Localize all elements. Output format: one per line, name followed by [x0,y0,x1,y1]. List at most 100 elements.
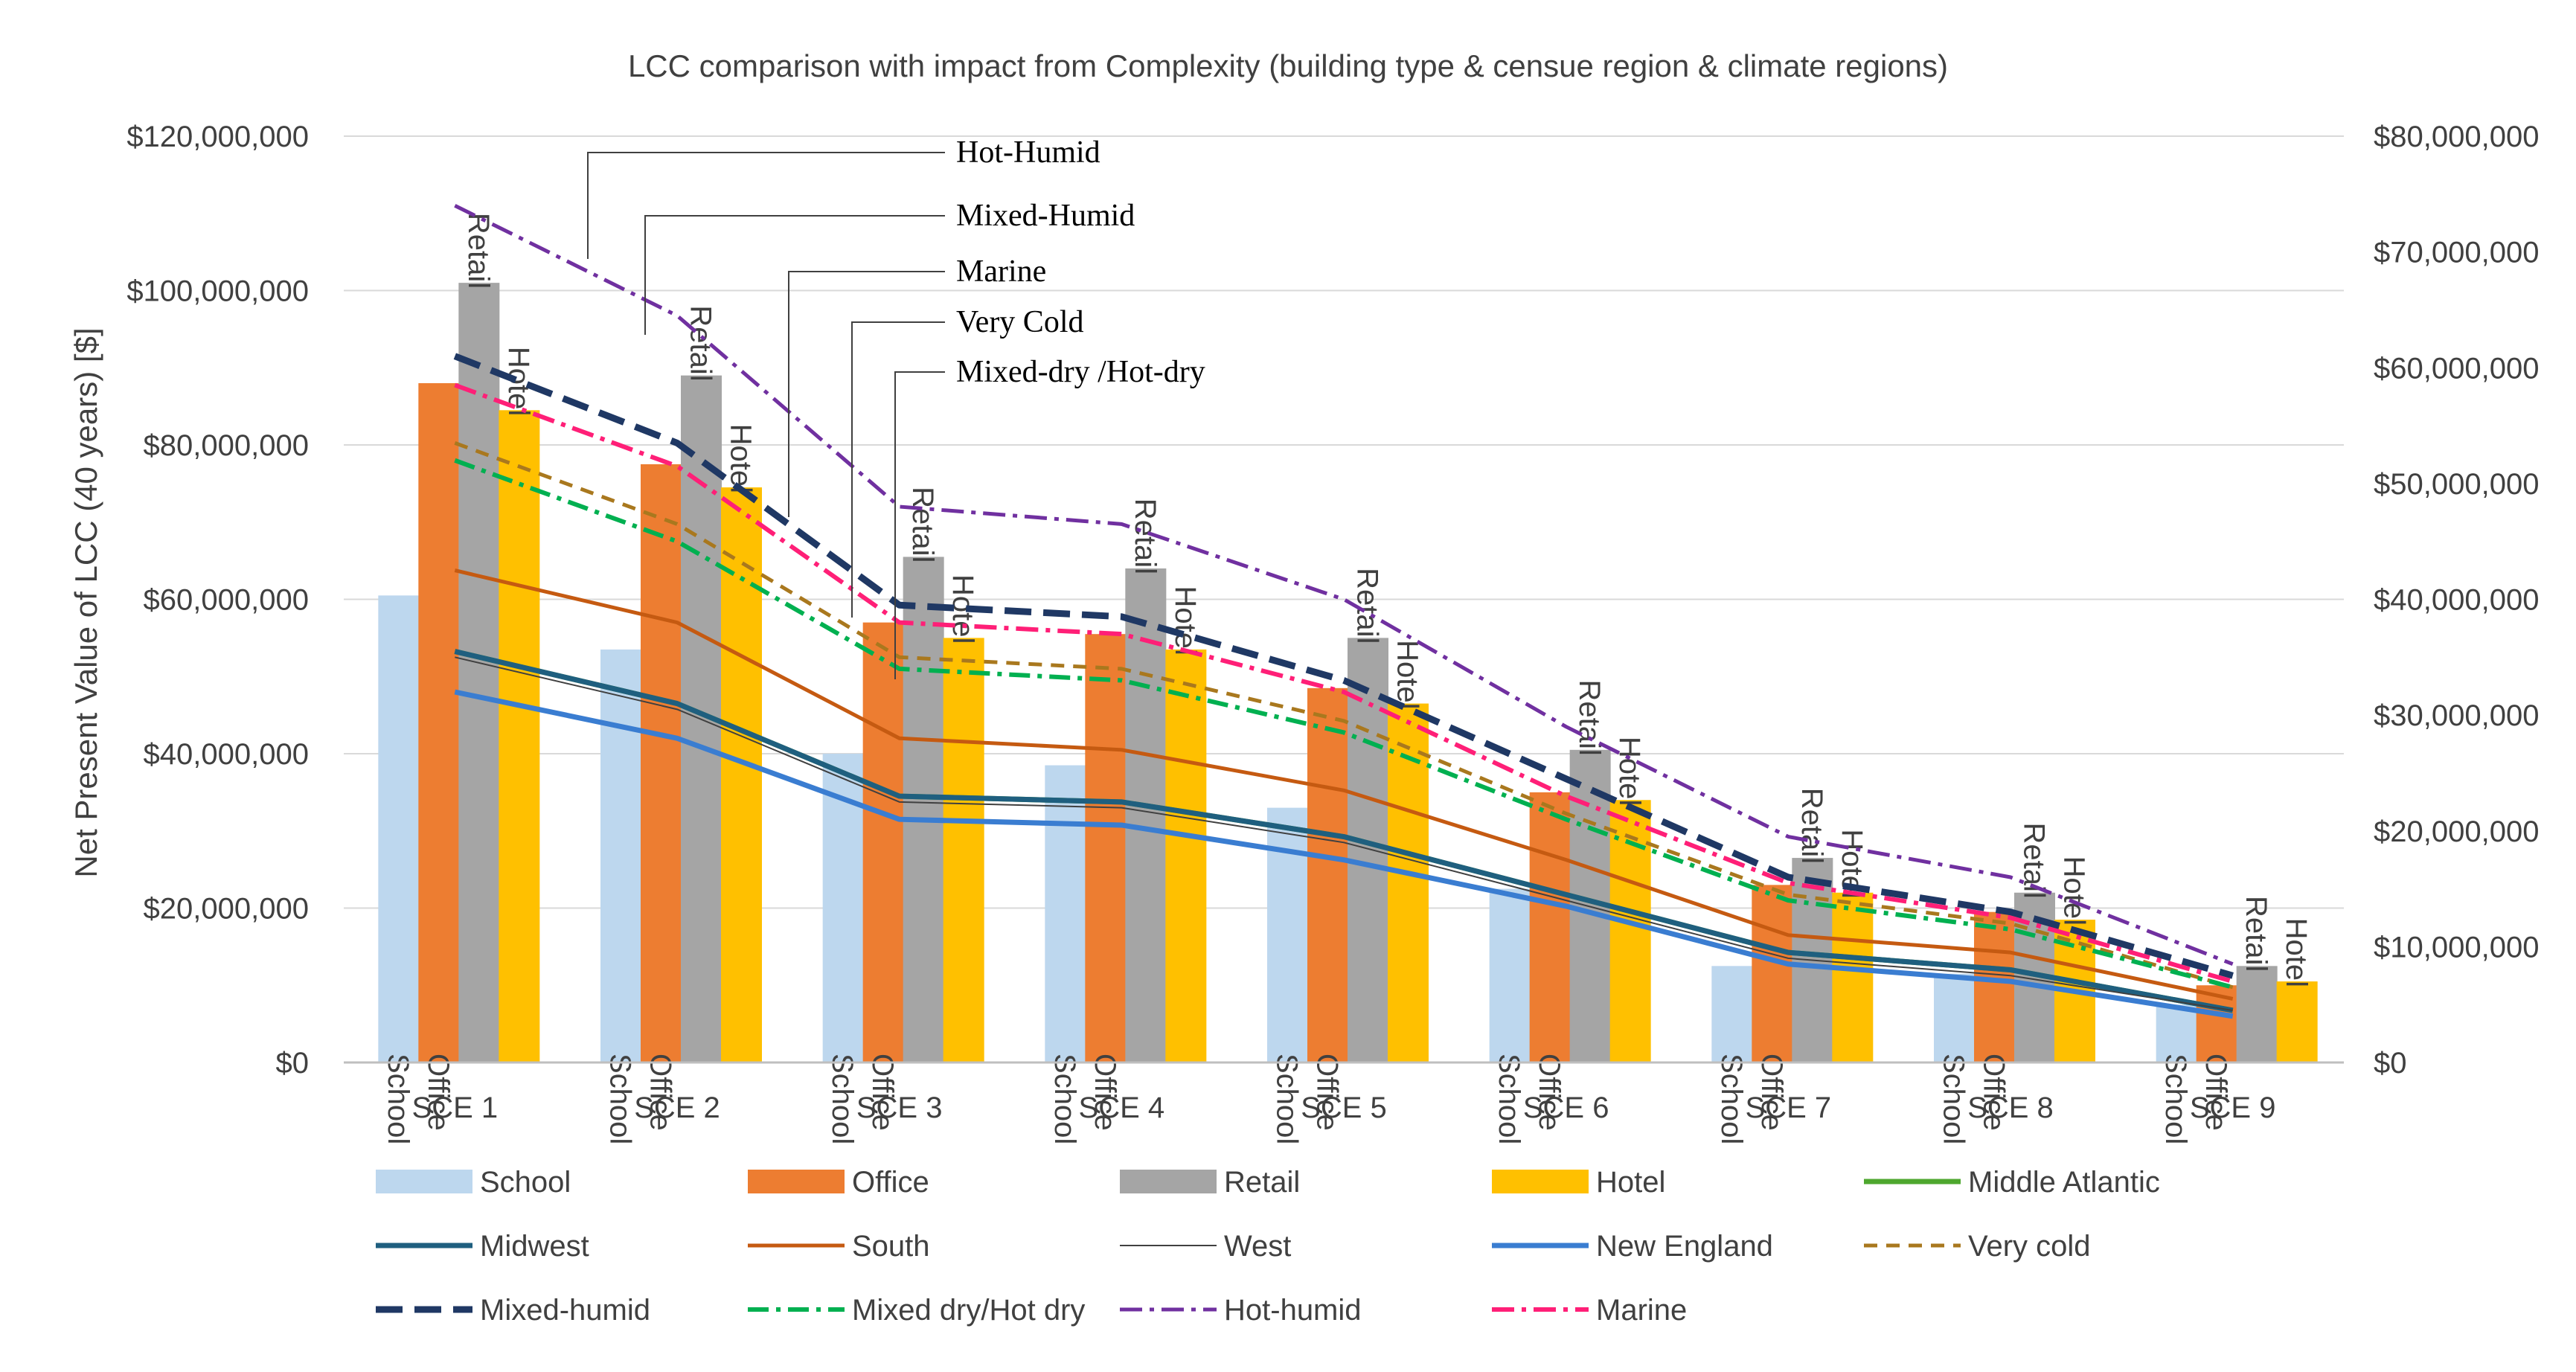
legend-label-retail: Retail [1224,1166,1300,1199]
y2-tick-label: $0 [2374,1047,2407,1080]
line-midwest [454,649,2234,1013]
line-very-cold [454,441,2234,990]
y2-tick-label: $60,000,000 [2374,352,2539,385]
bar-school [1489,888,1531,1062]
y2-tick-label: $70,000,000 [2374,237,2539,269]
legend-label-mixed-humid: Mixed-humid [480,1294,650,1327]
legend-label-hotel: Hotel [1596,1166,1665,1199]
bar-label-retail: Retail [906,487,939,562]
bar-label-office: Office [866,1054,899,1131]
x-tick-label: SCE 5 [1301,1091,1387,1124]
bar-office [1974,911,2015,1062]
legend-label-midwest: Midwest [480,1230,589,1263]
x-tick-label: SCE 6 [1523,1091,1609,1124]
y2-tick-label: $10,000,000 [2374,931,2539,964]
line-mixed-humid [453,353,2234,979]
y2-tick-label: $50,000,000 [2374,468,2539,501]
legend-swatch-hotel [1492,1170,1589,1193]
annotation-label: Hot-Humid [956,135,1100,170]
bar-label-retail: Retail [1795,788,1828,864]
bar-label-hotel: Hotel [725,424,757,493]
annotation-leader-line [788,271,945,517]
legend-swatch-office [748,1170,845,1193]
legend-label-new-england: New England [1596,1230,1773,1263]
bar-label-office: Office [1311,1054,1344,1131]
y2-tick-label: $20,000,000 [2374,815,2539,848]
y-tick-label: $120,000,000 [126,121,309,153]
y-tick-label: $20,000,000 [144,893,309,926]
bar-hotel [1165,649,1207,1062]
bar-label-office: Office [1533,1054,1566,1131]
bar-label-office: Office [1089,1054,1121,1131]
bar-school [1045,765,1086,1062]
bar-label-office: Office [644,1054,677,1131]
legend-swatch-retail [1120,1170,1217,1193]
annotation-leader-line [894,371,945,679]
bar-office [862,622,904,1062]
bar-retail [2236,966,2278,1062]
annotation-label: Mixed-Humid [956,199,1135,233]
bar-label-office: Office [1755,1054,1788,1131]
legend-label-office: Office [852,1166,929,1199]
bar-label-school: School [382,1054,414,1144]
bar-label-school: School [1493,1054,1525,1144]
bar-label-office: Office [2199,1054,2232,1131]
bar-office [1307,687,1348,1062]
line-west [455,656,2233,1011]
annotation-label: Mixed-dry /Hot-dry [956,355,1205,389]
y-tick-label: $100,000,000 [126,275,309,308]
bar-label-school: School [826,1054,859,1144]
bar-label-school: School [1938,1054,1970,1144]
bar-hotel [2276,981,2318,1062]
line-mixed-dry-hot-dry [454,458,2234,990]
chart-title: LCC comparison with impact from Complexi… [628,48,1948,83]
bar-label-hotel: Hotel [1613,737,1646,806]
x-tick-label: SCE 2 [634,1091,720,1124]
bar-school [1934,973,1975,1062]
bar-retail [1125,568,1167,1062]
y-tick-label: $0 [276,1047,310,1080]
x-tick-label: SCE 4 [1079,1091,1165,1124]
bar-school [2156,1004,2197,1062]
annotation-leader-line [587,152,945,259]
legend-label-hot-humid: Hot-humid [1224,1294,1362,1327]
bar-label-retail: Retail [2240,896,2272,972]
line-south [454,568,2234,1001]
x-tick-label: SCE 9 [2190,1091,2276,1124]
x-tick-label: SCE 1 [412,1091,499,1124]
legend-label-west: West [1224,1230,1291,1263]
bar-hotel [943,638,984,1062]
bar-label-hotel: Hotel [1391,640,1424,709]
x-tick-label: SCE 7 [1746,1091,1832,1124]
bar-school [1267,807,1308,1062]
bar-label-school: School [2159,1054,2192,1144]
legend-label-middle-atlantic: Middle Atlantic [1968,1166,2160,1199]
bar-retail [903,557,944,1062]
y-tick-label: $80,000,000 [144,429,309,462]
line-hot-humid [454,204,2234,967]
annotation-leader-line [644,215,945,335]
line-new-england [454,689,2234,1019]
legend-label-school: School [480,1166,571,1199]
bar-office [641,464,682,1062]
bar-school [600,649,641,1062]
legend-label-mixed-dry-hot-dry: Mixed dry/Hot dry [852,1294,1085,1327]
bar-label-school: School [1048,1054,1081,1144]
y-axis-label: Net Present Value of LCC (40 years) [$] [68,327,103,877]
x-tick-label: SCE 3 [856,1091,943,1124]
bar-label-school: School [604,1054,637,1144]
annotation-leader-line [851,321,945,618]
legend-swatch-school [376,1170,472,1193]
y2-tick-label: $30,000,000 [2374,699,2539,732]
bar-school [1711,966,1753,1062]
bar-retail [458,283,500,1062]
bar-office [1085,634,1127,1062]
bar-hotel [721,487,762,1062]
bar-hotel [499,410,540,1062]
annotation-label: Very Cold [956,305,1084,339]
bar-label-hotel: Hotel [2058,856,2091,926]
bar-hotel [1388,703,1429,1062]
bar-hotel [1832,892,1874,1062]
y-tick-label: $40,000,000 [144,738,309,771]
x-tick-label: SCE 8 [1967,1091,2054,1124]
